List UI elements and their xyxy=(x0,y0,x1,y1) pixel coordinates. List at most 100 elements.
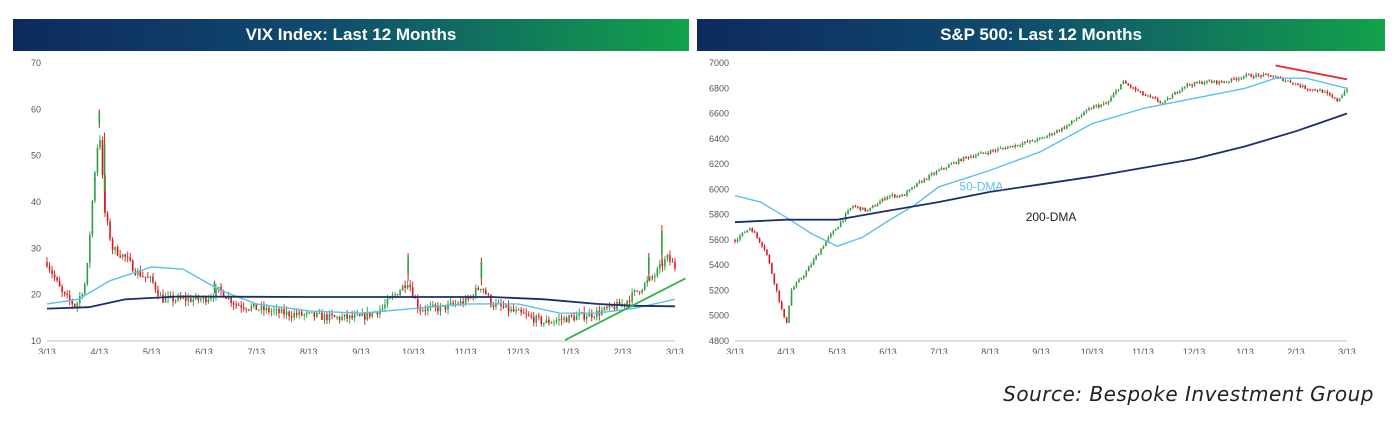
candle-body xyxy=(253,303,255,307)
candle-body xyxy=(938,169,940,172)
candle-body xyxy=(66,293,68,296)
x-tick-label: 6/13 xyxy=(195,347,213,354)
candle-body xyxy=(1324,91,1326,93)
candle-body xyxy=(192,299,195,302)
candle-body xyxy=(746,230,749,233)
candle-body xyxy=(1088,108,1090,111)
candle-body xyxy=(859,206,862,211)
candle-body xyxy=(1051,133,1053,135)
x-tick-label: 3/13 xyxy=(726,347,744,354)
candle-body xyxy=(1063,127,1066,129)
y-tick-label: 5200 xyxy=(709,285,729,295)
candle-body xyxy=(1011,145,1014,148)
candle-body xyxy=(1338,98,1341,102)
candle-body xyxy=(783,308,785,318)
y-tick-label: 6800 xyxy=(709,83,729,93)
candle-body xyxy=(565,317,568,323)
candle-body xyxy=(935,171,938,175)
candle-body xyxy=(1238,78,1240,80)
y-tick-label: 50 xyxy=(31,151,41,161)
x-tick-label: 6/13 xyxy=(879,347,897,354)
candle-body xyxy=(517,309,520,311)
candle-body xyxy=(1223,82,1225,84)
candle-body xyxy=(761,242,763,247)
candle-body xyxy=(535,315,538,323)
candle-body xyxy=(1046,135,1048,138)
candle-body xyxy=(1102,103,1105,105)
trendline xyxy=(564,277,686,341)
candle-body xyxy=(1326,91,1329,94)
candle-body xyxy=(212,297,215,299)
candle-body xyxy=(1257,74,1260,76)
candle-body xyxy=(977,153,980,156)
candle-body xyxy=(979,152,982,154)
x-tick-label: 7/13 xyxy=(930,347,948,354)
x-tick-label: 5/13 xyxy=(143,347,161,354)
candle-body xyxy=(424,310,427,312)
candle-body xyxy=(638,291,641,293)
candle-body xyxy=(444,304,447,310)
candle-body xyxy=(987,153,989,155)
x-tick-label: 7/13 xyxy=(248,347,266,354)
candle-body xyxy=(311,312,313,314)
y-tick-label: 10 xyxy=(31,336,41,346)
candle-body xyxy=(159,294,162,296)
candle-body xyxy=(778,290,781,302)
candle-body xyxy=(91,200,94,235)
x-tick-label: 4/13 xyxy=(777,347,795,354)
candle-body xyxy=(641,289,644,293)
candle-body xyxy=(815,255,817,260)
candle-body xyxy=(205,297,207,303)
candle-body xyxy=(1198,81,1201,84)
x-tick-label: 10/13 xyxy=(1081,347,1104,354)
candle-body xyxy=(1171,94,1174,99)
candle-body xyxy=(857,206,859,208)
candle-body xyxy=(58,280,61,287)
candle-body xyxy=(94,172,96,201)
candle-body xyxy=(1029,140,1031,143)
candle-body xyxy=(237,304,240,306)
candle-body xyxy=(1191,85,1193,87)
candle-body xyxy=(215,288,217,298)
candle-body xyxy=(798,279,800,283)
candle-body xyxy=(530,315,533,317)
candle-body xyxy=(313,312,316,317)
candle-body xyxy=(1247,74,1250,76)
candle-body xyxy=(911,187,913,190)
candle-body xyxy=(432,304,434,306)
candle-body xyxy=(1070,120,1073,124)
candle-body xyxy=(73,304,76,307)
candle-body xyxy=(793,286,795,290)
y-tick-label: 30 xyxy=(31,243,41,253)
candle-body xyxy=(659,263,661,269)
candle-body xyxy=(1183,86,1186,88)
candle-body xyxy=(930,173,933,176)
candle-body xyxy=(906,191,908,196)
candle-body xyxy=(300,311,303,316)
spike-body xyxy=(648,257,650,274)
candle-body xyxy=(532,316,535,323)
candle-body xyxy=(1038,138,1041,140)
candle-body xyxy=(543,322,545,324)
candle-body xyxy=(1228,81,1230,83)
candle-body xyxy=(940,167,943,170)
candle-body xyxy=(495,303,497,307)
candle-body xyxy=(1179,90,1181,93)
candle-body xyxy=(613,306,616,310)
candle-body xyxy=(474,288,477,297)
candle-body xyxy=(913,186,916,188)
candle-body xyxy=(881,198,884,202)
candle-body xyxy=(800,278,803,280)
candle-body xyxy=(358,314,361,317)
candle-body xyxy=(363,313,366,320)
candle-body xyxy=(648,276,651,281)
candle-body xyxy=(527,314,530,316)
candle-body xyxy=(1262,74,1265,77)
source-credit: Source: Bespoke Investment Group xyxy=(1003,382,1374,406)
y-tick-label: 7000 xyxy=(709,58,729,68)
candle-body xyxy=(1265,74,1267,76)
x-tick-label: 12/13 xyxy=(1183,347,1206,354)
vix-chart-title: VIX Index: Last 12 Months xyxy=(245,25,457,44)
candle-body xyxy=(972,156,975,158)
candle-body xyxy=(803,275,805,279)
